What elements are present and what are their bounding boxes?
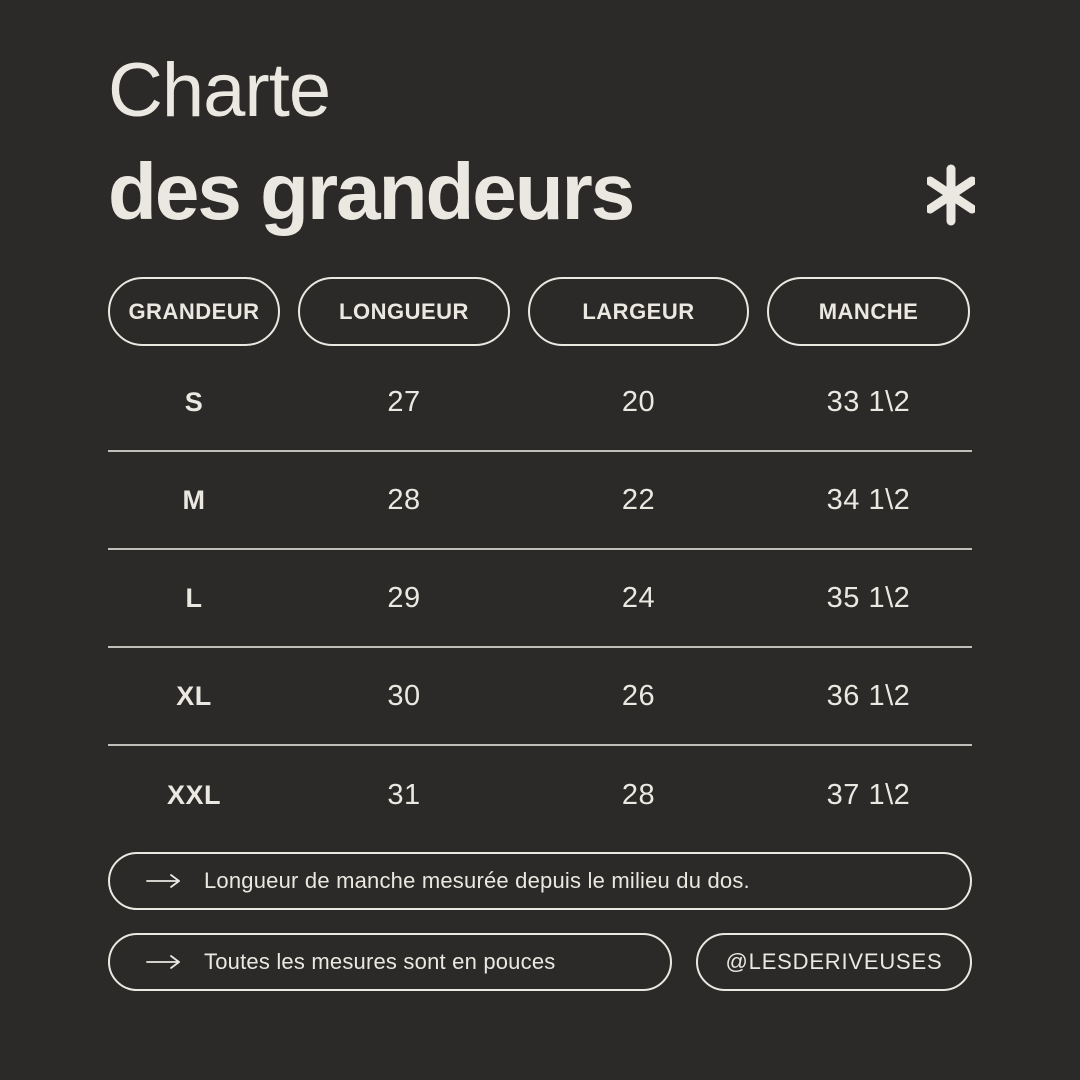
note-units: Toutes les mesures sont en pouces: [108, 933, 672, 991]
size-table: S 27 20 33 1\2 M 28 22 34 1\2 L 29 24 35…: [108, 354, 972, 844]
table-row-l: L 29 24 35 1\2: [108, 550, 972, 648]
cell-longueur: 31: [387, 778, 421, 811]
column-header-longueur: LONGUEUR: [298, 277, 510, 346]
footer-notes: Longueur de manche mesurée depuis le mil…: [108, 852, 972, 991]
title-line-2: des grandeurs: [108, 147, 635, 236]
column-header-grandeur: GRANDEUR: [108, 277, 280, 346]
note-sleeve-text: Longueur de manche mesurée depuis le mil…: [204, 868, 750, 893]
cell-manche: 35 1\2: [826, 581, 911, 614]
cell-largeur: 22: [621, 483, 656, 516]
cell-largeur: 28: [621, 778, 656, 811]
note-units-text: Toutes les mesures sont en pouces: [204, 949, 556, 974]
cell-size: XL: [176, 680, 212, 711]
cell-largeur: 26: [621, 679, 656, 712]
cell-longueur: 30: [387, 679, 421, 712]
cell-largeur: 20: [621, 385, 656, 418]
notes-bottom-row: Toutes les mesures sont en pouces @LESDE…: [108, 933, 972, 991]
cell-size: M: [182, 484, 206, 515]
cell-manche: 33 1\2: [826, 385, 911, 418]
asterisk-icon: [927, 164, 975, 226]
cell-size: XXL: [166, 779, 221, 810]
cell-manche: 34 1\2: [826, 483, 911, 516]
column-header-largeur: LARGEUR: [528, 277, 749, 346]
table-row-xxl: XXL 31 28 37 1\2: [108, 746, 972, 844]
instagram-handle-badge: @LESDERIVEUSES: [696, 933, 972, 991]
arrow-right-icon: [146, 874, 180, 888]
cell-longueur: 27: [387, 385, 421, 418]
table-row-xl: XL 30 26 36 1\2: [108, 648, 972, 746]
cell-manche: 36 1\2: [826, 679, 911, 712]
title-line-1: Charte: [108, 48, 331, 133]
column-header-manche: MANCHE: [767, 277, 970, 346]
cell-size: L: [185, 582, 203, 613]
note-sleeve-measurement: Longueur de manche mesurée depuis le mil…: [108, 852, 972, 910]
poster-content: Charte des grandeurs GRANDEUR LONGUEUR L…: [108, 0, 972, 991]
cell-largeur: 24: [621, 581, 656, 614]
arrow-right-icon: [146, 955, 180, 969]
column-headers: GRANDEUR LONGUEUR LARGEUR MANCHE: [108, 277, 972, 346]
table-row-m: M 28 22 34 1\2: [108, 452, 972, 550]
cell-longueur: 28: [387, 483, 421, 516]
cell-manche: 37 1\2: [826, 778, 911, 811]
table-row-s: S 27 20 33 1\2: [108, 354, 972, 452]
cell-longueur: 29: [387, 581, 421, 614]
cell-size: S: [184, 386, 204, 417]
page-title: Charte des grandeurs: [108, 0, 972, 242]
instagram-handle-text: @LESDERIVEUSES: [725, 949, 943, 974]
